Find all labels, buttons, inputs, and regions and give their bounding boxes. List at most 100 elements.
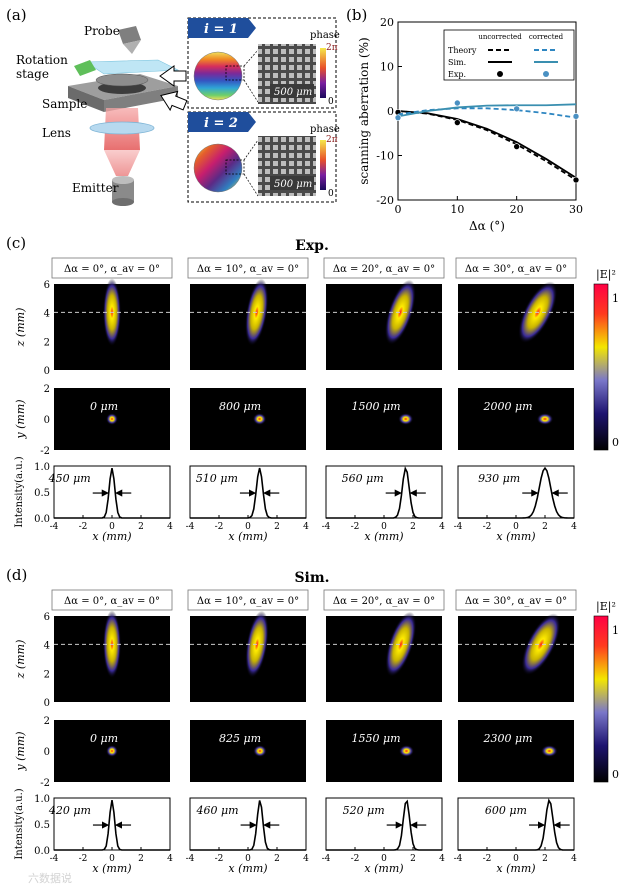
intensity-axis-label: Intensity(a.u.)	[14, 456, 25, 527]
x-axis-label: Δα (°)	[469, 219, 505, 233]
group-title: Exp.	[295, 238, 329, 254]
legend-row-label: Exp.	[448, 70, 466, 79]
column-header-box	[187, 589, 309, 611]
y-axis-label: scanning aberration (%)	[357, 37, 371, 184]
x-tick-label: 2	[410, 522, 416, 532]
intensity-tick-label: 0.5	[34, 820, 50, 831]
lens-label: Lens	[42, 126, 71, 140]
intensity-tick-label: 0.0	[34, 846, 50, 857]
x-axis-label: x (mm)	[92, 862, 131, 875]
column-header-box	[323, 257, 445, 279]
inset-i2: i = 2 phase 2π 0 500 μm	[187, 111, 340, 203]
xy-focal-spot	[106, 413, 118, 425]
data-point-unc_exp	[513, 143, 520, 150]
x-tick-label: 2	[138, 522, 144, 532]
y-tick-label: 2	[44, 716, 50, 727]
phase-colorbar-i1	[320, 48, 326, 98]
shift-label: 2000 μm	[482, 400, 532, 413]
data-point-cor_exp	[572, 113, 580, 120]
fwhm-label: 930 μm	[478, 472, 520, 485]
x-tick-label: 10	[450, 203, 464, 216]
shift-label: 825 μm	[219, 732, 261, 745]
legend-swatch-unc-exp	[497, 71, 503, 77]
legend-col-uncorrected: uncorrected	[478, 33, 522, 41]
fwhm-label: 450 μm	[48, 472, 91, 485]
colorbar-label: |E|²	[596, 268, 616, 282]
y-tick-label: -10	[376, 150, 394, 163]
intensity-tick-label: 1.0	[34, 462, 50, 473]
phase-label-i1: phase	[310, 30, 340, 41]
column-header: Δα = 20°, α_av = 0°	[333, 264, 435, 275]
xz-beam-spot	[384, 279, 416, 345]
xz-beam-image	[326, 616, 442, 702]
beam-column: Δα = 20°, α_av = 0° 1500 μm 560 μm -4 -2 0 2 4 x…	[322, 257, 445, 543]
beam-column: Δα = 10°, α_av = 0° 825 μm 460 μm -4 -2 0 2 4 x …	[186, 589, 309, 875]
x-tick-label: 4	[439, 854, 445, 864]
y-tick-label: 10	[380, 61, 394, 74]
x-tick-label: -2	[79, 854, 88, 864]
watermark: 六数据说	[28, 871, 72, 885]
z-tick-label: 0	[44, 698, 50, 709]
colorbar-min: 0	[612, 768, 619, 781]
z-tick-label: 6	[44, 280, 50, 291]
series-line-unc_sim	[397, 110, 577, 179]
y-tick-label: 0	[44, 415, 50, 426]
x-tick-label: 0	[381, 854, 387, 864]
x-tick-label: -4	[50, 854, 59, 864]
panel-a: (a) Probe Rotation stage Sample Lens	[6, 6, 340, 206]
phase-colorbar-i2	[320, 140, 326, 190]
shift-label: 1500 μm	[351, 400, 400, 413]
legend-row-label: Theory	[448, 46, 477, 55]
intensity-plot-frame	[53, 465, 171, 519]
rotation-stage-label-1: Rotation	[16, 53, 68, 67]
x-tick-label: 0	[513, 854, 519, 864]
xy-focal-spot	[540, 745, 558, 757]
beam-group-1: Sim. z (mm) y (mm) Intensity(a.u.) 6 4 2 0 2 0 -2 1…	[14, 570, 619, 875]
x-tick-label: -2	[351, 854, 360, 864]
x-tick-label: -4	[454, 522, 463, 532]
x-tick-label: 4	[571, 854, 577, 864]
xy-focal-spot	[536, 413, 554, 425]
xy-spot-image	[326, 720, 442, 782]
x-tick-label: 4	[571, 522, 577, 532]
inset-tag-i2-text: i = 2	[204, 116, 238, 131]
x-tick-label: -4	[50, 522, 59, 532]
legend-box	[443, 29, 575, 81]
colorbar-label: |E|²	[596, 600, 616, 614]
series-line-cor_sim	[397, 103, 577, 118]
x-tick-label: -4	[322, 854, 331, 864]
xy-focal-spot	[252, 413, 267, 425]
x-tick-label: -2	[215, 854, 224, 864]
colorbar-max: 1	[612, 292, 619, 305]
x-tick-label: -4	[322, 522, 331, 532]
fwhm-label: 600 μm	[485, 804, 527, 817]
intensity-tick-label: 1.0	[34, 794, 50, 805]
colorbar-max: 1	[612, 624, 619, 637]
shift-label: 800 μm	[219, 400, 261, 413]
xz-beam-spot	[521, 613, 561, 676]
emitter	[112, 176, 134, 206]
z-tick-label: 6	[44, 612, 50, 623]
column-header: Δα = 10°, α_av = 0°	[197, 264, 299, 275]
scale-bar-i2: 500 μm	[274, 179, 312, 190]
x-tick-label: 4	[439, 522, 445, 532]
shift-label: 0 μm	[90, 732, 118, 745]
xy-focal-spot	[106, 745, 118, 757]
x-tick-label: -2	[351, 522, 360, 532]
data-point-unc_exp	[572, 176, 580, 184]
intensity-plot-frame	[189, 465, 307, 519]
xz-beam-image	[326, 284, 442, 370]
xy-spot-image	[190, 720, 306, 782]
xy-focal-spot	[253, 745, 267, 757]
y-axis-label: y (mm)	[14, 399, 27, 439]
phase-top-i2: 2π	[326, 135, 338, 145]
y-axis-label: y (mm)	[14, 731, 27, 771]
data-point-cor_exp	[454, 99, 461, 107]
x-axis-label: x (mm)	[228, 530, 267, 543]
metasurface-disk-i2	[193, 143, 243, 193]
phase-top-i1: 2π	[326, 43, 338, 53]
intensity-plot-frame	[189, 797, 307, 851]
z-tick-label: 4	[44, 309, 50, 320]
x-axis-label: x (mm)	[496, 530, 535, 543]
xy-spot-image	[190, 388, 306, 450]
